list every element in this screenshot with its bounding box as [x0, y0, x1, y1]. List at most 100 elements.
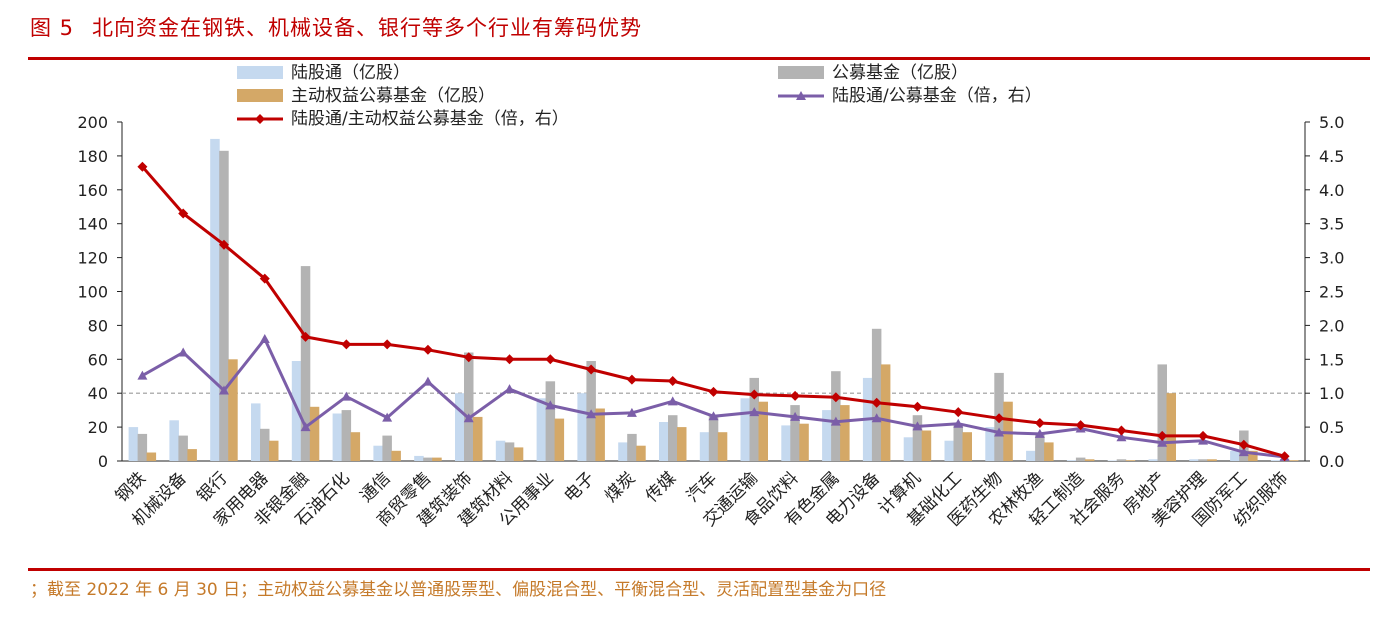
line-point: [953, 418, 964, 428]
line-point: [790, 411, 801, 421]
bar: [536, 398, 547, 461]
bar: [1148, 459, 1158, 461]
line-point: [178, 347, 189, 357]
bar: [341, 410, 352, 461]
right-tick-label: 1.0: [1319, 384, 1344, 403]
bar: [309, 406, 320, 461]
bar: [251, 403, 261, 461]
legend-marker: [255, 114, 265, 124]
line-point: [1157, 437, 1168, 447]
line-point: [626, 407, 637, 417]
bar: [423, 457, 433, 461]
bar: [668, 415, 678, 461]
left-tick-label: 0: [98, 452, 108, 471]
line-point: [300, 422, 311, 432]
bar: [128, 427, 139, 461]
bar: [781, 425, 791, 461]
bar: [627, 433, 637, 461]
line-point: [504, 384, 515, 394]
line-point: [708, 411, 719, 421]
left-tick-label: 100: [77, 283, 108, 302]
left-tick-label: 160: [77, 181, 108, 200]
line-point: [341, 339, 352, 350]
legend-swatch: [237, 66, 283, 79]
legend-swatch: [778, 66, 824, 79]
bar: [373, 445, 383, 461]
bar: [1026, 450, 1036, 461]
bar: [1189, 459, 1199, 461]
bar: [1066, 460, 1077, 461]
bar: [1207, 459, 1217, 461]
source-note: ；截至 2022 年 6 月 30 日；主动权益公募基金以普通股票型、偏股混合型…: [30, 580, 887, 600]
line-point: [586, 364, 597, 375]
line-point: [912, 421, 923, 431]
bar: [636, 445, 646, 461]
bar: [513, 447, 524, 461]
bar: [790, 405, 800, 461]
bar: [1198, 459, 1208, 461]
bar: [432, 457, 442, 461]
bar: [831, 371, 841, 461]
bar: [912, 415, 923, 461]
legend-label: 公募基金（亿股）: [832, 63, 968, 83]
line-point: [667, 396, 678, 406]
bar: [554, 418, 565, 461]
bar: [749, 377, 759, 461]
bar: [382, 435, 392, 461]
bar: [178, 435, 188, 461]
left-tick-label: 120: [77, 249, 108, 268]
x-tick-label: 电子: [560, 468, 598, 506]
bar: [1270, 460, 1281, 461]
line-point: [382, 339, 393, 350]
line-point: [382, 412, 393, 422]
bar: [1166, 393, 1176, 461]
bar: [1116, 459, 1127, 461]
bar: [985, 427, 995, 461]
line-point: [422, 376, 433, 386]
legend-label: 陆股通/公募基金（倍，右）: [832, 86, 1042, 106]
bar: [677, 427, 687, 461]
line-point: [1157, 430, 1168, 441]
bar: [473, 416, 483, 461]
bar: [1157, 364, 1167, 461]
right-tick-label: 4.5: [1319, 147, 1344, 166]
line-point: [953, 407, 964, 418]
right-tick-label: 4.0: [1319, 181, 1344, 200]
line-point: [749, 389, 760, 400]
figure-title-text: 北向资金在钢铁、机械设备、银行等多个行业有筹码优势: [92, 16, 643, 40]
bar: [414, 455, 424, 461]
bar: [871, 328, 882, 461]
legend-marker: [796, 91, 806, 100]
line-point: [545, 400, 556, 410]
bar: [953, 423, 963, 461]
line-point: [912, 401, 923, 412]
bar: [1248, 450, 1258, 461]
right-tick-label: 1.5: [1319, 350, 1344, 369]
bar: [210, 138, 220, 461]
bar: [577, 393, 587, 461]
line-point: [871, 413, 882, 423]
bar: [137, 433, 148, 461]
line-point: [300, 331, 311, 342]
line-point: [259, 333, 270, 343]
line-point: [341, 391, 352, 401]
bar: [187, 449, 197, 461]
bar: [219, 150, 229, 462]
bar: [332, 413, 343, 461]
line-point: [749, 407, 760, 417]
bar: [1035, 433, 1045, 461]
left-tick-label: 40: [88, 384, 108, 403]
line-point: [463, 413, 474, 423]
bar: [455, 393, 465, 461]
bar: [840, 405, 850, 461]
line-point: [1116, 432, 1127, 442]
legend-swatch: [237, 89, 283, 102]
line-point: [137, 161, 148, 172]
bar: [169, 420, 179, 461]
bar: [545, 381, 556, 461]
title-rule: [28, 57, 1370, 60]
note-rule: [28, 568, 1370, 571]
line-point: [1238, 439, 1249, 450]
bar: [464, 352, 474, 461]
line-point: [1116, 425, 1127, 436]
